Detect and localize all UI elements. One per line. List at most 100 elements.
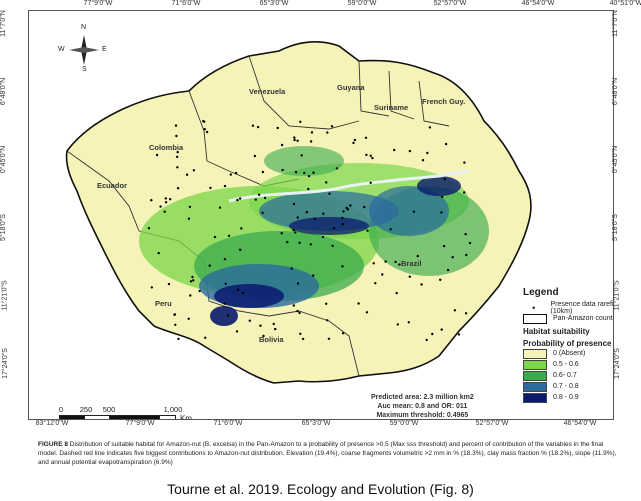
presence-point	[345, 206, 348, 210]
legend-class-row: 0.8 - 0.9	[523, 392, 613, 403]
presence-point	[203, 120, 206, 123]
presence-point	[341, 223, 345, 226]
presence-point	[240, 227, 243, 230]
tick-right-label: 17°24'0"S	[613, 348, 621, 379]
tick-top-label: 46°54'0"W	[521, 0, 555, 7]
presence-point	[238, 197, 242, 200]
presence-point	[239, 248, 242, 251]
presence-point	[188, 205, 192, 209]
presence-point	[444, 142, 448, 146]
presence-point	[208, 264, 211, 267]
presence-point	[398, 263, 401, 266]
country-label-brazil: Brazil	[401, 259, 422, 268]
presence-point	[374, 282, 377, 285]
presence-point	[176, 166, 179, 169]
presence-point	[408, 149, 412, 153]
presence-point	[442, 244, 446, 248]
presence-point	[451, 256, 454, 259]
tick-bottom-label: 52°57'0"W	[475, 420, 509, 427]
presence-point	[155, 153, 159, 157]
presence-point	[159, 205, 162, 208]
presence-point	[420, 283, 423, 286]
tick-right-label: 5°18'0"S	[611, 214, 619, 241]
presence-point	[227, 234, 231, 237]
legend-class-row: 0.6- 0.7	[523, 370, 613, 381]
presence-point	[293, 136, 296, 139]
presence-point	[296, 309, 299, 313]
presence-point	[352, 141, 355, 145]
presence-point	[299, 332, 302, 335]
presence-point	[300, 154, 303, 157]
presence-point	[203, 128, 206, 131]
class-label: 0.8 - 0.9	[553, 394, 579, 401]
presence-point	[408, 275, 411, 278]
presence-point	[393, 148, 396, 152]
presence-point	[384, 260, 387, 263]
presence-point	[468, 241, 472, 245]
presence-point	[439, 278, 442, 281]
presence-point	[177, 337, 180, 341]
presence-point	[431, 332, 434, 336]
presence-point	[349, 204, 352, 207]
presence-point	[257, 193, 261, 196]
scale-label: 500	[102, 405, 116, 414]
tick-top-label: 52°57'0"W	[433, 0, 467, 7]
legend-countries-row: Pan-Amazon countries	[523, 313, 613, 324]
presence-point	[175, 134, 178, 138]
country-label-bolivia: Bolivia	[259, 335, 284, 344]
presence-point	[307, 187, 310, 191]
presence-point	[357, 302, 360, 305]
presence-point	[369, 181, 372, 184]
presence-point	[341, 216, 344, 220]
country-label-french-guiana: French Guy.	[422, 97, 466, 106]
tick-left-label: 17°24'0"S	[1, 348, 9, 379]
presence-point	[292, 202, 296, 206]
presence-point	[276, 126, 279, 130]
presence-point	[310, 131, 314, 134]
presence-point	[303, 171, 306, 175]
scale-segment	[84, 415, 111, 419]
presence-point	[327, 337, 331, 340]
presence-point	[294, 171, 298, 174]
compass-rose-icon: N S E W	[58, 24, 107, 73]
scale-unit: Km	[180, 414, 192, 420]
presence-point	[366, 229, 369, 232]
map-legend: Legend • Presence data rarefied (10km) P…	[523, 287, 613, 403]
caption-label: FIGURE 8	[38, 441, 68, 448]
presence-point	[263, 196, 267, 200]
country-label-peru: Peru	[155, 299, 172, 308]
presence-point	[331, 244, 334, 247]
legend-presence-row: • Presence data rarefied (10km)	[523, 301, 613, 315]
stats-area: Predicted area: 2.3 million km2	[371, 394, 474, 401]
presence-point	[296, 139, 299, 142]
class-label: 0.7 - 0.8	[553, 383, 579, 390]
legend-class-row: 0.7 - 0.8	[523, 381, 613, 392]
presence-point	[261, 170, 265, 174]
presence-point	[173, 313, 176, 316]
presence-point	[234, 171, 238, 175]
presence-point	[164, 197, 167, 200]
class-label: 0.6- 0.7	[553, 372, 577, 379]
presence-point	[223, 302, 226, 305]
presence-point	[296, 282, 300, 285]
compass-n: N	[81, 24, 87, 31]
presence-point	[187, 317, 190, 320]
legend-habitat-title: Habitat suitability	[523, 327, 590, 336]
presence-point	[192, 279, 195, 282]
presence-point	[312, 274, 315, 277]
scale-label: 250	[79, 405, 93, 414]
presence-point	[372, 262, 375, 265]
presence-point	[364, 136, 368, 139]
model-stats: Predicted area: 2.3 million km2 Auc mean…	[371, 393, 474, 419]
stats-threshold: Maximum threshold: 0.4965	[376, 412, 469, 419]
swatch-05-06	[523, 359, 547, 370]
presence-point	[457, 333, 461, 336]
tick-bottom-label: 46°54'0"W	[563, 420, 597, 427]
presence-point	[274, 327, 277, 331]
presence-point	[176, 150, 179, 154]
scale-label: 1,000	[163, 405, 183, 414]
presence-point	[426, 151, 429, 155]
presence-point	[191, 275, 194, 279]
country-label-suriname: Suriname	[374, 103, 409, 112]
stats-auc: Auc mean: 0.8 and OR: 011	[377, 403, 468, 410]
